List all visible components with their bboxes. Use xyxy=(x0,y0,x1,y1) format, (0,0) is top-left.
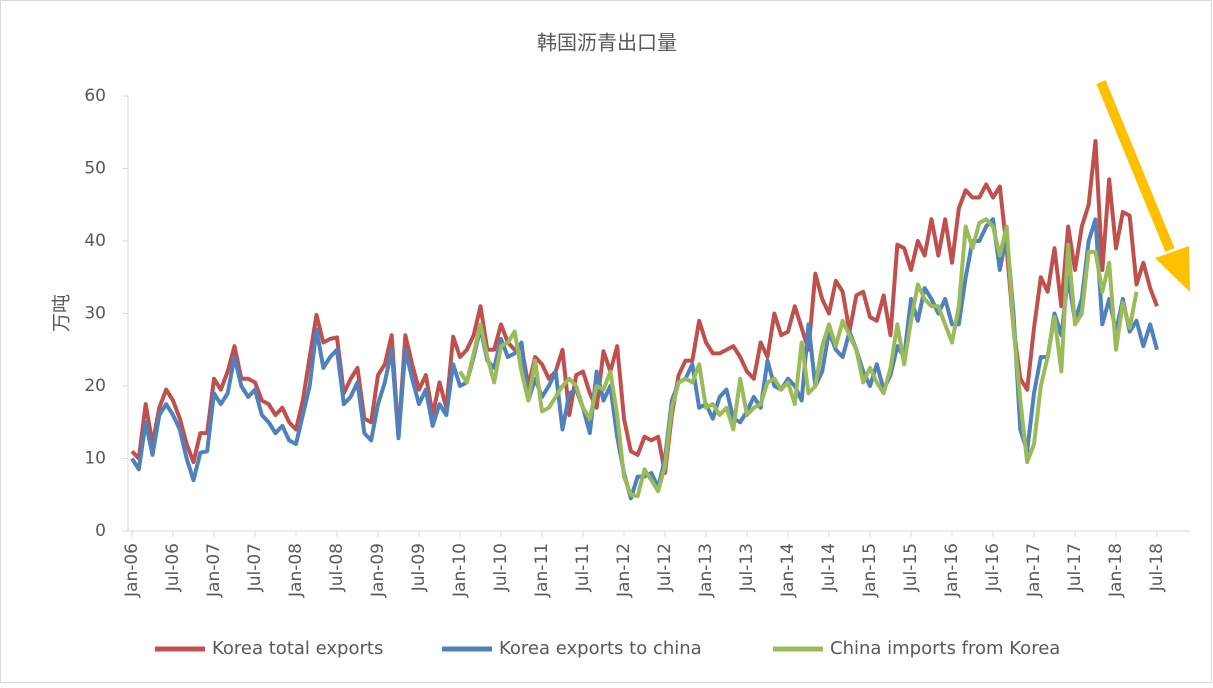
x-tick-label: Jan-06 xyxy=(122,543,142,598)
x-tick-label: Jul-08 xyxy=(327,543,347,592)
x-tick-label: Jan-13 xyxy=(696,543,716,598)
x-tick-label: Jan-10 xyxy=(450,543,470,598)
y-tick-label: 20 xyxy=(84,376,106,396)
legend-label: China imports from Korea xyxy=(830,638,1060,659)
x-tick-label: Jan-15 xyxy=(860,543,880,598)
x-tick-label: Jan-11 xyxy=(532,543,552,598)
x-tick-label: Jul-17 xyxy=(1065,543,1085,592)
y-tick-label: 10 xyxy=(84,449,106,469)
arrow-head xyxy=(1155,246,1190,292)
x-tick-label: Jul-12 xyxy=(655,543,675,592)
legend-label: Korea total exports xyxy=(212,638,383,659)
x-tick-label: Jul-07 xyxy=(245,543,265,592)
y-axis-label: 万吨 xyxy=(51,294,73,332)
x-tick-label: Jan-09 xyxy=(368,543,388,598)
y-tick-label: 50 xyxy=(84,159,106,179)
data-line xyxy=(458,217,1139,499)
legend-label: Korea exports to china xyxy=(499,638,702,659)
x-tick-label: Jan-18 xyxy=(1106,543,1126,598)
x-tick-label: Jan-14 xyxy=(778,543,798,598)
x-tick-label: Jul-06 xyxy=(163,543,183,592)
arrow-shaft xyxy=(1096,80,1175,252)
y-tick-label: 60 xyxy=(84,86,106,106)
chart-title: 韩国沥青出口量 xyxy=(537,31,677,55)
x-tick-label: Jan-12 xyxy=(614,543,634,598)
y-tick-label: 40 xyxy=(84,231,106,251)
x-tick-label: Jan-08 xyxy=(286,543,306,598)
x-tick-label: Jul-15 xyxy=(901,543,921,592)
x-tick-label: Jan-17 xyxy=(1024,543,1044,598)
y-tick-label: 30 xyxy=(84,304,106,324)
x-tick-label: Jul-18 xyxy=(1147,543,1167,592)
x-tick-label: Jul-09 xyxy=(409,543,429,592)
y-tick-label: 0 xyxy=(95,521,106,541)
x-tick-label: Jul-11 xyxy=(573,543,593,592)
data-line xyxy=(130,138,1159,475)
x-tick-label: Jan-07 xyxy=(204,543,224,598)
x-tick-label: Jul-10 xyxy=(491,543,511,592)
trend-arrow xyxy=(1096,80,1190,292)
x-tick-label: Jul-13 xyxy=(737,543,757,592)
x-tick-label: Jan-16 xyxy=(942,543,962,598)
x-tick-label: Jul-14 xyxy=(819,543,839,592)
x-tick-label: Jul-16 xyxy=(983,543,1003,592)
